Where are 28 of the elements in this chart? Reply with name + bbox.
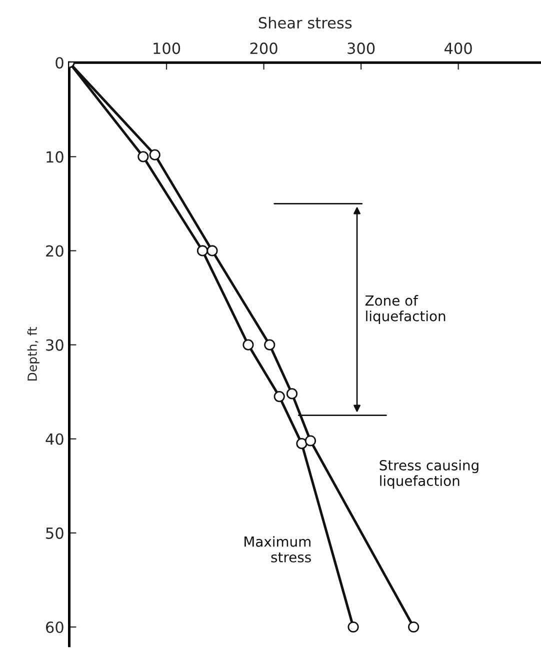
- y-tick-label: 0: [56, 57, 64, 69]
- point: [264, 339, 276, 350]
- point: [196, 245, 208, 256]
- text: Stress causing liquefaction: [380, 460, 478, 489]
- y-axis-title: Depth, ft: [27, 326, 40, 381]
- point: [348, 621, 359, 633]
- point: [304, 435, 316, 446]
- series-label: Maximum stress: [244, 536, 311, 562]
- x-tick-label: 400: [444, 42, 472, 54]
- point: [274, 390, 285, 402]
- x-tick-label: 200: [250, 42, 278, 54]
- x-axis-title: Shear stress: [258, 16, 352, 29]
- y-tick-label: 60: [46, 621, 64, 634]
- point: [296, 438, 308, 450]
- point: [206, 245, 218, 256]
- point: [149, 149, 160, 160]
- point: [408, 621, 420, 633]
- y-tick-label: 50: [46, 527, 64, 539]
- x-tick-label: 100: [154, 42, 180, 54]
- x-tick-label: 300: [348, 42, 375, 54]
- annotation: Zone of liquefaction: [365, 295, 446, 324]
- y-tick-label: 10: [46, 151, 64, 163]
- point: [242, 339, 254, 350]
- y-tick-label: 20: [46, 245, 64, 257]
- point: [138, 151, 149, 162]
- point: [286, 388, 298, 400]
- y-tick-label: 40: [46, 433, 64, 445]
- y-tick-label: 30: [46, 339, 64, 351]
